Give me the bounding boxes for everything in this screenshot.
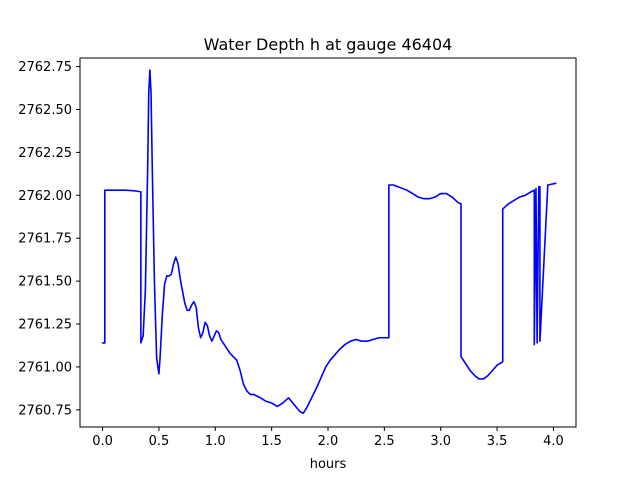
- y-tick-label: 2762.00: [18, 189, 72, 204]
- x-tick-label: 0.0: [92, 434, 113, 449]
- x-tick-label: 1.5: [261, 434, 282, 449]
- y-tick-label: 2762.25: [18, 146, 72, 161]
- x-tick-label: 0.5: [149, 434, 170, 449]
- series-line-0: [101, 69, 557, 415]
- y-tick-label: 2761.00: [18, 360, 72, 375]
- plot-area: [79, 57, 577, 428]
- x-tick-label: 3.0: [430, 434, 451, 449]
- x-tick-label: 3.5: [487, 434, 508, 449]
- y-tick-label: 2762.50: [18, 103, 72, 118]
- x-tick-label: 2.5: [374, 434, 395, 449]
- x-tick-label: 4.0: [543, 434, 564, 449]
- x-tick-label: 2.0: [318, 434, 339, 449]
- y-tick-label: 2761.25: [18, 318, 72, 333]
- x-axis-label: hours: [310, 457, 347, 472]
- y-tick-label: 2762.75: [18, 60, 72, 75]
- y-tick-label: 2760.75: [18, 403, 72, 418]
- axis-ticks: 0.0 0.5 1.0 1.5 2.0 2.5 3.0 3.5 4.0 2760.75 2761.0…: [18, 60, 564, 449]
- chart-title: Water Depth h at gauge 46404: [204, 35, 453, 54]
- y-tick-label: 2761.75: [18, 232, 72, 247]
- y-tick-label: 2761.50: [18, 275, 72, 290]
- x-tick-label: 1.0: [205, 434, 226, 449]
